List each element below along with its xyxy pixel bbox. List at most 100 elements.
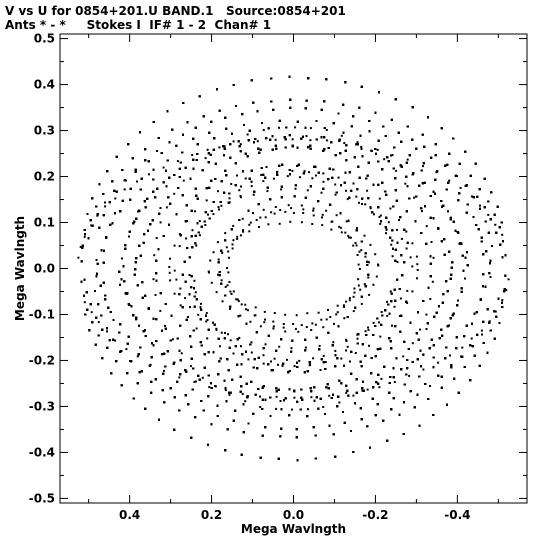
uv-point [83, 301, 86, 304]
uv-point [393, 305, 396, 308]
uv-point [173, 192, 176, 195]
uv-point [255, 219, 258, 221]
uv-point [220, 279, 223, 282]
uv-point [264, 216, 267, 219]
uv-point [404, 182, 407, 185]
chart-subtitle: Ants * - * Stokes I IF# 1 - 2 Chan# 1 [5, 18, 272, 32]
uv-point [367, 276, 370, 279]
uv-point [236, 235, 239, 238]
uv-point [262, 208, 265, 211]
uv-point [368, 344, 370, 347]
uv-point [77, 256, 80, 259]
uv-point [232, 352, 235, 355]
uv-point [309, 127, 312, 130]
uv-point [501, 299, 504, 302]
uv-point [391, 255, 394, 258]
uv-point [273, 357, 276, 360]
uv-point [259, 406, 262, 408]
uv-point [312, 209, 315, 212]
uv-point [300, 221, 303, 224]
uv-point [405, 230, 408, 233]
uv-point [431, 280, 434, 283]
uv-point [330, 228, 333, 231]
uv-point [272, 320, 275, 323]
uv-point [279, 209, 282, 211]
uv-point [217, 273, 219, 276]
uv-point [235, 298, 238, 301]
uv-point [227, 256, 230, 259]
uv-point [278, 345, 281, 348]
uv-point [290, 408, 293, 411]
uv-point [325, 129, 328, 131]
uv-point [205, 199, 208, 202]
uv-point [242, 229, 244, 232]
uv-point [327, 309, 329, 311]
uv-point [311, 177, 314, 180]
uv-point [193, 279, 196, 282]
uv-point [173, 244, 176, 247]
uv-point [168, 266, 171, 268]
uv-point [207, 270, 210, 273]
uv-point [259, 216, 262, 219]
uv-point [90, 311, 93, 314]
uv-point [247, 358, 250, 361]
uv-point [154, 294, 157, 296]
uv-point [352, 244, 355, 247]
uv-point [343, 142, 346, 145]
uv-point [342, 304, 345, 307]
uv-point [249, 320, 252, 323]
uv-point [348, 297, 351, 300]
uv-point [246, 309, 249, 312]
uv-point [340, 357, 343, 360]
uv-point [299, 176, 301, 179]
uv-point [232, 290, 235, 293]
uv-point [354, 352, 357, 354]
uv-point [377, 264, 380, 267]
uv-point [292, 212, 295, 214]
uv-point [225, 246, 228, 249]
uv-point [379, 214, 382, 217]
uv-point [378, 386, 381, 389]
uv-point [363, 234, 366, 237]
uv-point [250, 341, 253, 344]
uv-point [363, 283, 366, 286]
uv-point [347, 234, 350, 237]
uv-point [260, 173, 263, 176]
uv-point [306, 189, 309, 192]
uv-point [272, 177, 275, 180]
uv-point [501, 233, 504, 236]
uv-point [229, 307, 231, 310]
uv-point [413, 196, 416, 199]
uv-point [307, 408, 309, 411]
uv-point [317, 311, 320, 314]
uv-point [393, 381, 396, 383]
uv-point [352, 394, 355, 397]
uv-point [387, 221, 390, 224]
uv-point [259, 395, 262, 398]
uv-point [411, 342, 414, 345]
uv-point [152, 278, 155, 281]
uv-point [354, 242, 357, 244]
uv-point [178, 233, 181, 236]
uv-point [231, 243, 234, 246]
uv-point [290, 207, 293, 210]
uv-point [195, 327, 198, 330]
uv-point [212, 321, 214, 324]
uv-point [336, 304, 339, 307]
uv-point [321, 224, 324, 227]
uv-point [208, 386, 211, 389]
uv-point [339, 226, 342, 229]
uv-point [353, 287, 356, 290]
uv-point [228, 281, 231, 283]
uv-point [494, 223, 497, 226]
uv-point [284, 210, 287, 213]
uv-point [173, 269, 176, 272]
uv-point [169, 257, 171, 260]
uv-point [437, 361, 440, 364]
uv-point [411, 290, 414, 293]
uv-point [125, 348, 128, 351]
uv-point [175, 278, 178, 281]
uv-point [332, 341, 335, 344]
uv-point [356, 141, 359, 144]
uv-point [368, 261, 370, 264]
